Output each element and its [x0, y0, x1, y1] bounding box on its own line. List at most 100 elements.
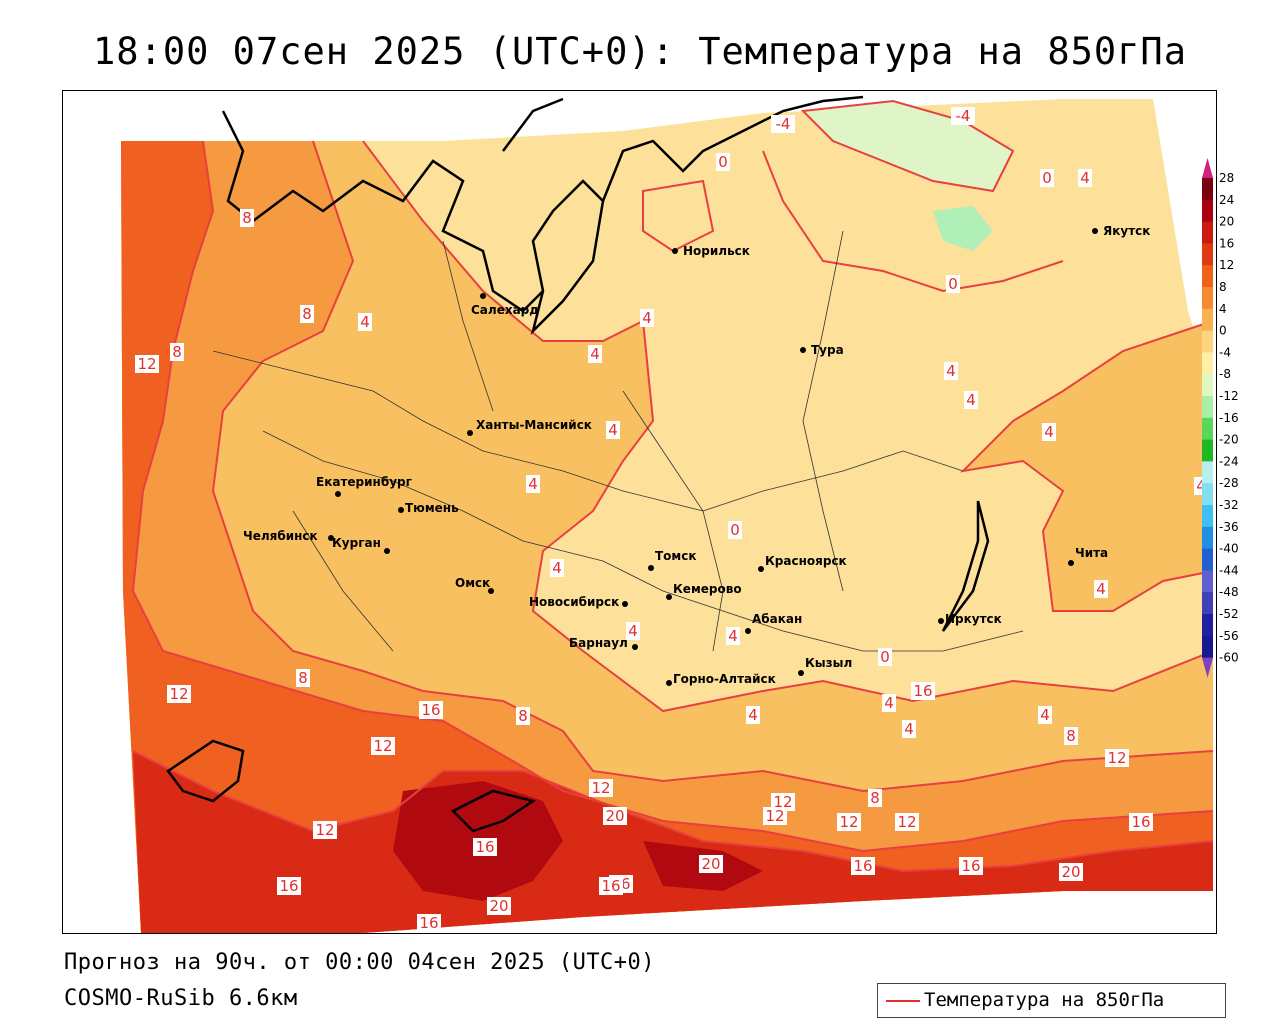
- contour-label-background: [1038, 706, 1052, 724]
- colorbar-tick-label: -44: [1219, 563, 1239, 577]
- colorbar-swatch: [1202, 461, 1213, 484]
- contour-label-background: [487, 897, 511, 915]
- contour-value-label: 12: [897, 813, 916, 831]
- contour-value-label: 4: [946, 362, 956, 380]
- contour-value-label: 0: [1042, 169, 1052, 187]
- contour-value-label: 8: [172, 343, 182, 361]
- contour-label-background: [946, 275, 960, 293]
- city-marker: [1068, 560, 1074, 566]
- contour-label-background: [1059, 863, 1083, 881]
- contour-value-label: 12: [1107, 749, 1126, 767]
- contour-label-background: [371, 737, 395, 755]
- city-label: Горно-Алтайск: [673, 672, 776, 686]
- contour-label-background: [296, 669, 310, 687]
- region-borders: [212, 230, 1024, 652]
- colorbar-tick-label: -28: [1219, 476, 1239, 490]
- contour-label-background: [951, 107, 975, 125]
- contour-value-label: 12: [765, 807, 784, 825]
- city-marker: [488, 588, 494, 594]
- contour-value-label: 16: [421, 701, 440, 719]
- contour-label-background: [473, 838, 497, 856]
- city-label: Чита: [1075, 546, 1108, 560]
- contour-value-label: 4: [642, 309, 652, 327]
- contour-label-background: [417, 914, 441, 932]
- model-name: COSMO-RuSib 6.6км: [64, 986, 298, 1011]
- contour-value-label: 4: [1080, 169, 1090, 187]
- city-label: Екатеринбург: [316, 475, 412, 489]
- colorbar-swatch: [1202, 374, 1213, 397]
- contour-value-label: -4: [956, 107, 971, 125]
- city-marker: [666, 594, 672, 600]
- region-plus-16: [133, 751, 1213, 933]
- contour-value-label: 4: [966, 391, 976, 409]
- contour-label-background: [716, 153, 730, 171]
- contour-value-label: 16: [475, 838, 494, 856]
- contour-label-background: [959, 857, 983, 875]
- city-label: Курган: [332, 536, 381, 550]
- contour-label-background: [728, 521, 742, 539]
- contour-label-background: [882, 694, 896, 712]
- city-label: Барнаул: [569, 636, 628, 650]
- colorbar-swatch: [1202, 199, 1213, 223]
- contour-value-label: 12: [839, 813, 858, 831]
- map-title: 18:00 07сен 2025 (UTC+0): Температура на…: [93, 30, 1187, 73]
- colorbar-tick-label: 24: [1219, 193, 1234, 207]
- contour-label-background: [878, 648, 892, 666]
- region-minus-8: [933, 206, 993, 251]
- city-label: Норильск: [683, 244, 750, 258]
- colorbar-tick-label: -32: [1219, 498, 1239, 512]
- contour-label-background: [895, 813, 919, 831]
- contour-value-label: 8: [298, 669, 308, 687]
- contour-label-background: [135, 355, 159, 373]
- contour-value-label: 12: [773, 793, 792, 811]
- city-marker: [480, 293, 486, 299]
- city-marker: [745, 628, 751, 634]
- map-frame[interactable]: -4 -4 0 0 4 0 8 8 4 12 8 4 4 4 4 4 4 4 4 0 0 4 8 12 12 16 8 12 12 16 2…: [62, 90, 1217, 934]
- contour-value-label: 4: [748, 706, 758, 724]
- contour-label-background: [1078, 169, 1092, 187]
- contour-label-background: [851, 857, 875, 875]
- city-label: Новосибирск: [529, 595, 619, 609]
- temperature-colorbar: 28 24 20 16 12 8 4 0 -4 -8 -12 -16 -20 -24 -28 -32 -36 -4…: [1202, 158, 1239, 678]
- contour-value-label: 4: [728, 627, 738, 645]
- contour-label-background: [588, 345, 602, 363]
- contour-value-label: 16: [853, 857, 872, 875]
- contour-value-label: 8: [242, 209, 252, 227]
- colorbar-swatch: [1202, 439, 1213, 462]
- contour-value-label: 4: [552, 559, 562, 577]
- contour-value-label: 0: [718, 153, 728, 171]
- colorbar-tick-label: 0: [1219, 324, 1227, 338]
- contour-value-label: 20: [1061, 863, 1080, 881]
- contour-value-label: 0: [730, 521, 740, 539]
- contour-value-label: 4: [1044, 423, 1054, 441]
- contour-value-label: 4: [1040, 706, 1050, 724]
- contour-label-background: [1040, 169, 1054, 187]
- city-marker: [1092, 228, 1098, 234]
- contour-value-label: 4: [360, 313, 370, 331]
- colorbar-swatch: [1202, 178, 1213, 201]
- colorbar-tick-label: 16: [1219, 236, 1234, 250]
- contour-value-label: 12: [137, 355, 156, 373]
- contour-label-background: [240, 209, 254, 227]
- colorbar-swatch: [1202, 614, 1213, 637]
- city-label: Челябинск: [243, 529, 318, 543]
- contour-value-label: 16: [961, 857, 980, 875]
- city-marker: [672, 248, 678, 254]
- contour-label-background: [771, 115, 795, 133]
- colorbar-tick-label: -52: [1219, 607, 1239, 621]
- contour-value-label: 8: [870, 789, 880, 807]
- city-label: Кемерово: [673, 582, 742, 596]
- contour-label-background: [277, 877, 301, 895]
- colorbar-bottom-arrow: [1202, 657, 1213, 678]
- contour-label-background: [699, 855, 723, 873]
- contour-label-background: [606, 421, 620, 439]
- contour-label-background: [170, 343, 184, 361]
- city-marker: [335, 491, 341, 497]
- contour-label-background: [944, 362, 958, 380]
- colorbar-swatch: [1202, 352, 1213, 375]
- contour-label-background: [868, 789, 882, 807]
- contour-label-background: [746, 706, 760, 724]
- city-marker: [758, 566, 764, 572]
- colorbar-tick-label: 12: [1219, 258, 1234, 272]
